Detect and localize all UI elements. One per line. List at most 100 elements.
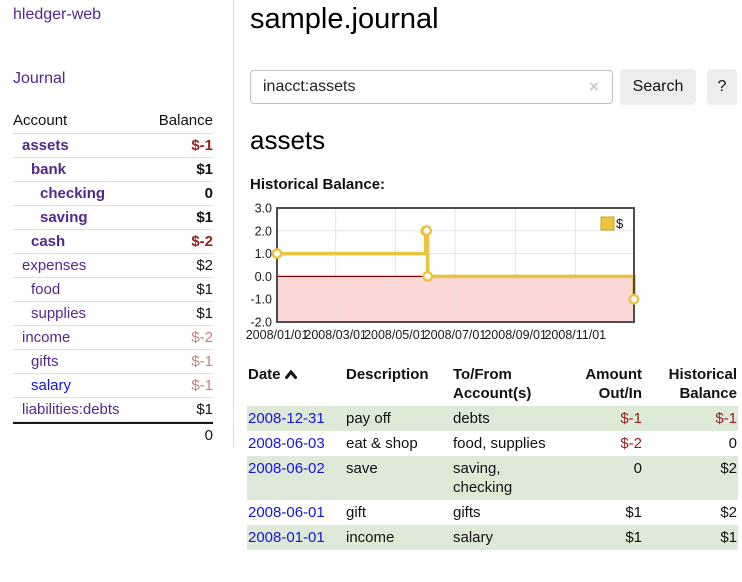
sidebar-account-assets[interactable]: assets — [22, 137, 69, 154]
sidebar-account-checking[interactable]: checking — [40, 185, 106, 202]
svg-text:2008/01/01: 2008/01/01 — [246, 328, 309, 342]
svg-text:2008/07/01: 2008/07/01 — [424, 328, 487, 342]
accounts-panel: Account Balance assets $-1 bank $1 checking 0… — [13, 108, 213, 447]
page-title: sample.journal — [250, 3, 439, 35]
account-balance: 0 — [204, 185, 213, 202]
transaction-balance: $2 — [643, 456, 738, 500]
account-balance: $1 — [196, 209, 213, 226]
account-row: assets $-1 — [13, 134, 213, 158]
historical-balance-chart: $3.0 2.0 1.0 0.0 -1.0 -2.02008/01/012008/03/0… — [246, 202, 640, 342]
svg-text:$: $ — [616, 216, 624, 231]
transaction-date-link[interactable]: 2008-06-03 — [248, 435, 325, 452]
transaction-amount: $1 — [625, 504, 642, 521]
sidebar-account-gifts[interactable]: gifts — [31, 353, 59, 370]
sidebar-account-liabilities-debts[interactable]: liabilities:debts — [22, 401, 120, 418]
transaction-balance: $2 — [720, 504, 737, 521]
account-balance: $1 — [196, 161, 213, 178]
sidebar-account-supplies[interactable]: supplies — [31, 305, 87, 322]
account-row: cash $-2 — [13, 230, 213, 254]
account-row: saving $1 — [13, 206, 213, 230]
transaction-date-link[interactable]: 2008-12-31 — [248, 410, 325, 427]
table-row: 2008-06-01 gift gifts $1 $2 — [247, 500, 738, 525]
sidebar-divider — [233, 0, 234, 447]
table-row: 2008-12-31 pay off debts $-1 $-1 — [247, 406, 738, 431]
account-row: bank $1 — [13, 158, 213, 182]
column-header-accounts: To/From Account(s) — [453, 366, 532, 402]
column-header-date[interactable]: Date — [247, 362, 345, 406]
transaction-balance: $1 — [643, 525, 738, 550]
svg-text:2008/05/01: 2008/05/01 — [364, 328, 427, 342]
transaction-accounts: saving, checking — [452, 456, 577, 500]
account-balance: $1 — [196, 281, 213, 298]
help-button[interactable]: ? — [707, 69, 737, 105]
transaction-amount: $-1 — [577, 406, 643, 431]
column-header-description: Description — [346, 366, 429, 383]
transaction-amount: $-2 — [620, 435, 642, 452]
column-header-balance: Historical Balance — [668, 366, 737, 402]
transaction-date-link[interactable]: 2008-06-02 — [248, 460, 325, 477]
svg-text:-1.0: -1.0 — [250, 293, 272, 307]
transaction-amount: 0 — [577, 456, 643, 500]
chart-caption: Historical Balance: — [250, 176, 386, 193]
account-balance: $-2 — [191, 233, 213, 250]
accounts-total-value: 0 — [204, 427, 213, 444]
transaction-description: income — [345, 525, 452, 550]
transaction-accounts: food, supplies — [453, 435, 546, 452]
account-row: gifts $-1 — [13, 350, 213, 374]
table-row: 2008-06-03 eat & shop food, supplies $-2 0 — [247, 431, 738, 456]
transaction-amount: $1 — [577, 525, 643, 550]
svg-text:3.0: 3.0 — [255, 202, 272, 216]
sidebar-account-salary[interactable]: salary — [31, 377, 72, 394]
svg-text:-2.0: -2.0 — [250, 316, 272, 330]
transaction-description: gift — [346, 504, 367, 521]
app-title-link[interactable]: hledger-web — [13, 6, 102, 23]
column-header-amount: Amount Out/In — [585, 366, 642, 402]
section-title: assets — [250, 125, 326, 155]
transaction-balance: 0 — [728, 435, 737, 452]
transaction-balance: $-1 — [643, 406, 738, 431]
sidebar-account-saving[interactable]: saving — [40, 209, 88, 226]
account-row: liabilities:debts $1 — [13, 398, 213, 422]
svg-text:2008/09/01: 2008/09/01 — [484, 328, 547, 342]
register-header-row: Date Description To/From Account(s) Amou… — [247, 362, 738, 406]
svg-text:2008/03/01: 2008/03/01 — [304, 328, 367, 342]
sort-asc-icon — [284, 370, 297, 379]
register-table: Date Description To/From Account(s) Amou… — [247, 362, 738, 550]
accounts-header-account: Account — [13, 112, 68, 129]
transaction-description: eat & shop — [346, 435, 418, 452]
accounts-header-balance: Balance — [158, 112, 213, 129]
sidebar-account-income[interactable]: income — [22, 329, 71, 346]
svg-text:0.0: 0.0 — [255, 270, 272, 284]
account-balance: $1 — [196, 305, 213, 322]
search-button[interactable]: Search — [620, 69, 696, 105]
account-balance: $-2 — [191, 329, 213, 346]
account-balance: $-1 — [191, 353, 213, 370]
account-balance: $1 — [196, 401, 213, 418]
account-row: checking 0 — [13, 182, 213, 206]
account-row: expenses $2 — [13, 254, 213, 278]
transaction-accounts: gifts — [453, 504, 481, 521]
transaction-date-link[interactable]: 2008-06-01 — [248, 504, 325, 521]
sidebar-account-expenses[interactable]: expenses — [22, 257, 87, 274]
search-input[interactable] — [250, 70, 613, 104]
sidebar-account-bank[interactable]: bank — [31, 161, 67, 178]
account-balance: $-1 — [191, 137, 213, 154]
transaction-date-link[interactable]: 2008-01-01 — [248, 529, 325, 546]
account-balance: $2 — [196, 257, 213, 274]
transaction-accounts: debts — [452, 406, 577, 431]
svg-text:2.0: 2.0 — [255, 224, 272, 238]
sidebar-account-food[interactable]: food — [31, 281, 61, 298]
search-clear-icon[interactable]: × — [589, 77, 599, 96]
table-row: 2008-01-01 income salary $1 $1 — [247, 525, 738, 550]
account-row: supplies $1 — [13, 302, 213, 326]
account-row: food $1 — [13, 278, 213, 302]
account-row: income $-2 — [13, 326, 213, 350]
table-row: 2008-06-02 save saving, checking 0 $2 — [247, 456, 738, 500]
accounts-total-row: 0 — [13, 422, 213, 447]
sidebar-account-cash[interactable]: cash — [31, 233, 66, 250]
transaction-accounts: salary — [452, 525, 577, 550]
transaction-description: save — [345, 456, 452, 500]
sidebar-item-journal[interactable]: Journal — [13, 70, 66, 87]
svg-text:2008/11/01: 2008/11/01 — [544, 328, 606, 342]
transaction-description: pay off — [345, 406, 452, 431]
